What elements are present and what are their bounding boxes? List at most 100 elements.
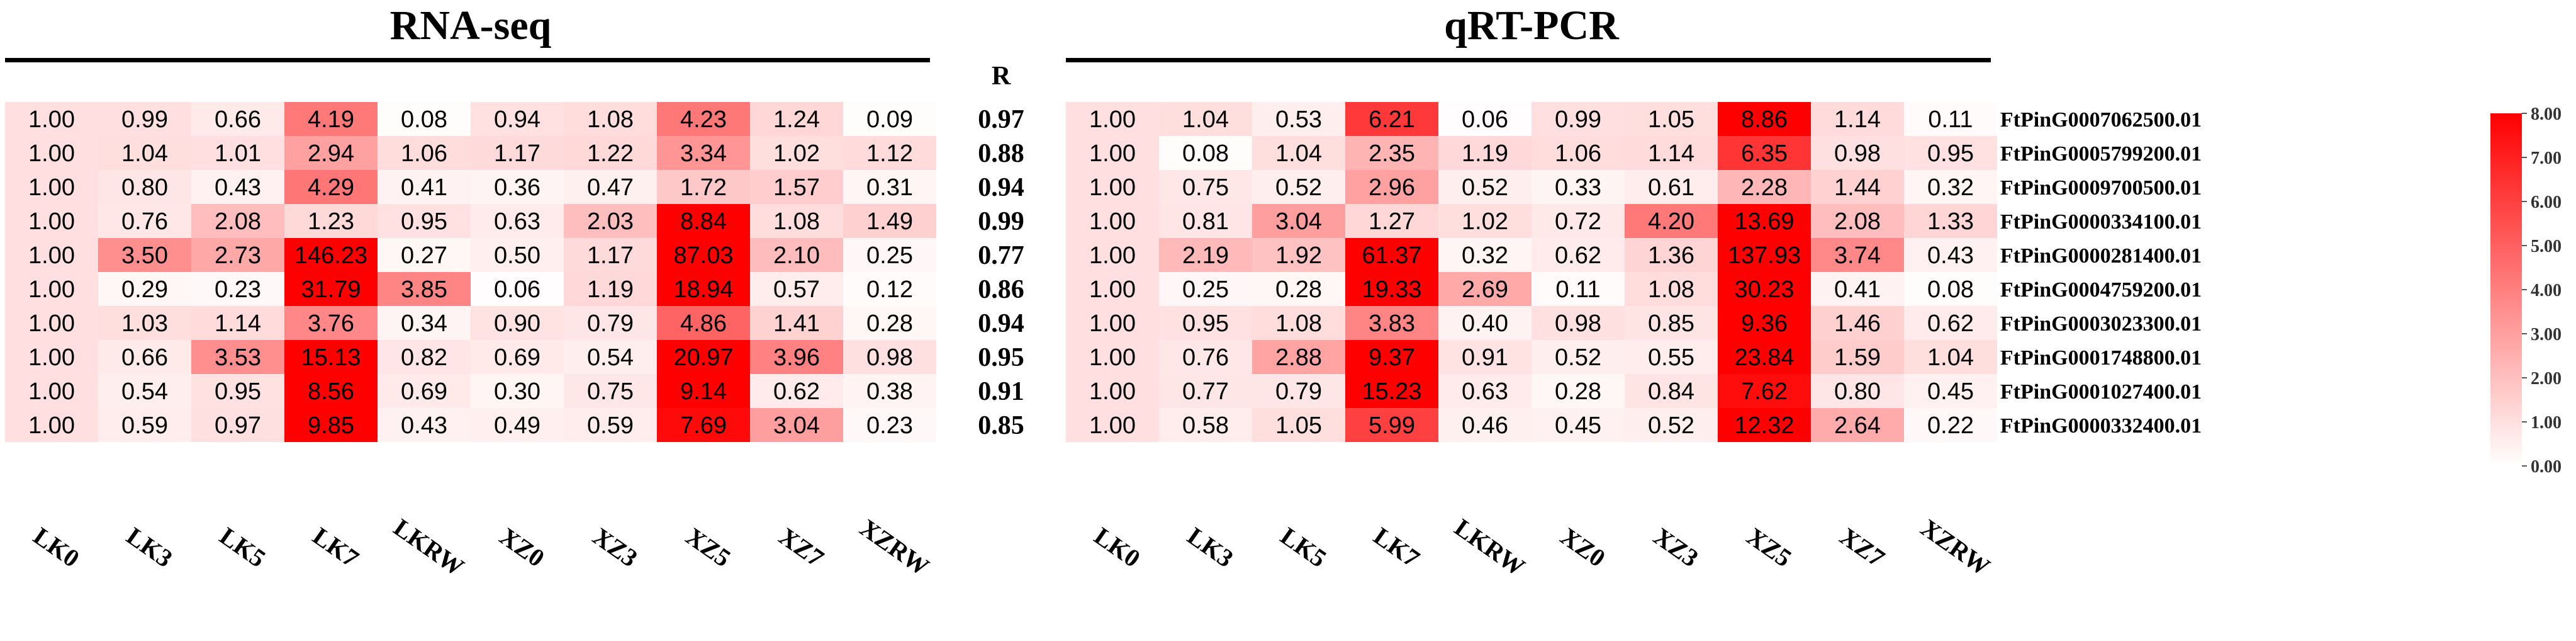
cell-value-label: 0.31 xyxy=(866,174,913,201)
cell-value-label: 1.00 xyxy=(28,276,75,303)
gene-label: FtPinG0009700500.01 xyxy=(2000,176,2202,200)
cell-value-label: 0.99 xyxy=(121,106,168,133)
cell-value-label: 1.08 xyxy=(773,208,820,235)
gene-label: FtPinG0003023300.01 xyxy=(2000,312,2202,336)
cell-value-label: 3.04 xyxy=(773,412,820,439)
x-tick-label: XZ3 xyxy=(1649,522,1704,572)
heatmap-cell xyxy=(1718,204,1811,238)
colorbar-tick-label: 7.00 xyxy=(2531,149,2562,168)
heatmap-cell xyxy=(471,340,564,374)
gene-label: FtPinG0004759200.01 xyxy=(2000,278,2202,302)
cell-value-label: 0.22 xyxy=(1927,412,1974,439)
heatmap-cell xyxy=(1718,340,1811,374)
heatmap-cell xyxy=(191,136,284,170)
heatmap-cell xyxy=(1532,340,1625,374)
heatmap-cell xyxy=(1718,102,1811,136)
cell-value-label: 0.79 xyxy=(587,310,634,337)
cell-value-label: 5.99 xyxy=(1369,412,1415,439)
cell-value-label: 31.79 xyxy=(301,276,361,303)
heatmap-cell xyxy=(191,306,284,340)
cell-value-label: 4.19 xyxy=(308,106,354,133)
heatmap-cell xyxy=(98,340,191,374)
heatmap-cell xyxy=(1345,102,1438,136)
cell-value-label: 0.59 xyxy=(121,412,168,439)
heatmap-cell xyxy=(1066,272,1159,306)
cell-value-label: 1.04 xyxy=(1182,106,1229,133)
heatmap-cell xyxy=(843,306,936,340)
heatmap-cell xyxy=(471,408,564,442)
cell-value-label: 0.97 xyxy=(215,412,261,439)
colorbar-tick-label: 0.00 xyxy=(2531,457,2562,477)
x-tick-label: LKRW xyxy=(389,513,469,582)
cell-value-label: 3.74 xyxy=(1834,242,1881,269)
heatmap-cell xyxy=(191,170,284,204)
heatmap-cell xyxy=(1811,408,1904,442)
heatmap-cell xyxy=(1159,340,1252,374)
panel-title-underline xyxy=(5,58,930,62)
x-tick-label: LK3 xyxy=(1182,521,1239,572)
cell-value-label: 4.23 xyxy=(680,106,727,133)
heatmap-cell xyxy=(843,238,936,272)
cell-value-label: 1.19 xyxy=(1462,140,1508,167)
cell-value-label: 1.19 xyxy=(587,276,634,303)
cell-value-label: 0.28 xyxy=(1275,276,1322,303)
heatmap-cell xyxy=(284,170,378,204)
cell-value-label: 0.79 xyxy=(1275,378,1322,405)
heatmap-cell xyxy=(1252,136,1345,170)
heatmap-cell xyxy=(1066,136,1159,170)
cell-value-label: 0.33 xyxy=(1555,174,1601,201)
cell-value-label: 1.00 xyxy=(28,208,75,235)
heatmap-cell xyxy=(1159,408,1252,442)
colorbar-tick-label: 1.00 xyxy=(2531,413,2562,433)
cell-value-label: 0.84 xyxy=(1648,378,1694,405)
cell-value-label: 0.28 xyxy=(1555,378,1601,405)
cell-value-label: 3.76 xyxy=(308,310,354,337)
colorbar-tick-label: 3.00 xyxy=(2531,325,2562,344)
heatmap-cell xyxy=(657,272,750,306)
cell-value-label: 61.37 xyxy=(1362,242,1421,269)
cell-value-label: 1.00 xyxy=(1089,344,1136,371)
cell-value-label: 1.00 xyxy=(1089,140,1136,167)
cell-value-label: 0.81 xyxy=(1182,208,1229,235)
heatmap-cell xyxy=(1811,170,1904,204)
cell-value-label: 0.34 xyxy=(401,310,447,337)
heatmap-cell xyxy=(5,306,98,340)
x-tick-label: XZ7 xyxy=(774,522,829,572)
cell-value-label: 12.32 xyxy=(1734,412,1794,439)
cell-value-label: 4.29 xyxy=(308,174,354,201)
cell-value-label: 2.10 xyxy=(773,242,820,269)
cell-value-label: 0.41 xyxy=(401,174,447,201)
cell-value-label: 1.22 xyxy=(587,140,634,167)
cell-value-label: 1.00 xyxy=(1089,310,1136,337)
heatmap-cell xyxy=(843,204,936,238)
cell-value-label: 9.36 xyxy=(1741,310,1788,337)
gene-label: FtPinG0005799200.01 xyxy=(2000,142,2202,166)
heatmap-cell xyxy=(5,204,98,238)
x-tick-label: LK7 xyxy=(308,521,364,572)
heatmap-cell xyxy=(378,408,471,442)
cell-value-label: 0.32 xyxy=(1927,174,1974,201)
heatmap-cell xyxy=(1252,408,1345,442)
heatmap-cell xyxy=(191,374,284,408)
x-tick-label: LK0 xyxy=(1089,521,1146,572)
cell-value-label: 1.46 xyxy=(1834,310,1881,337)
x-tick-label: LK7 xyxy=(1369,521,1425,572)
cell-value-label: 0.29 xyxy=(121,276,168,303)
heatmap-cell xyxy=(1159,136,1252,170)
cell-value-label: 1.57 xyxy=(773,174,820,201)
heatmap-cell xyxy=(564,340,657,374)
cell-value-label: 0.45 xyxy=(1927,378,1974,405)
heatmap-cell xyxy=(98,238,191,272)
cell-value-label: 1.14 xyxy=(1834,106,1881,133)
heatmap-cell xyxy=(657,136,750,170)
cell-value-label: 4.86 xyxy=(680,310,727,337)
heatmap-cell xyxy=(843,340,936,374)
cell-value-label: 3.85 xyxy=(401,276,447,303)
cell-value-label: 9.85 xyxy=(308,412,354,439)
heatmap-cell xyxy=(284,204,378,238)
gene-label: FtPinG0000332400.01 xyxy=(2000,414,2202,438)
heatmap-cell xyxy=(284,238,378,272)
cell-value-label: 0.40 xyxy=(1462,310,1508,337)
cell-value-label: 0.53 xyxy=(1275,106,1322,133)
heatmap-cell xyxy=(657,170,750,204)
